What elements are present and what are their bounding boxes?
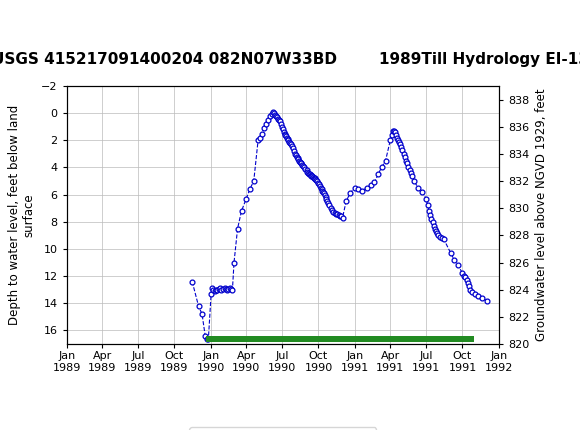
Y-axis label: Depth to water level, feet below land
surface: Depth to water level, feet below land su…: [8, 105, 35, 325]
Text: ≋: ≋: [3, 7, 24, 31]
Text: USGS 415217091400204 082N07W33BD        1989Till Hydrology EI-13: USGS 415217091400204 082N07W33BD 1989Til…: [0, 52, 580, 67]
Bar: [206, 336, 474, 342]
Text: USGS: USGS: [32, 9, 100, 29]
Legend: Period of approved data: Period of approved data: [189, 427, 376, 430]
Y-axis label: Groundwater level above NGVD 1929, feet: Groundwater level above NGVD 1929, feet: [535, 89, 548, 341]
